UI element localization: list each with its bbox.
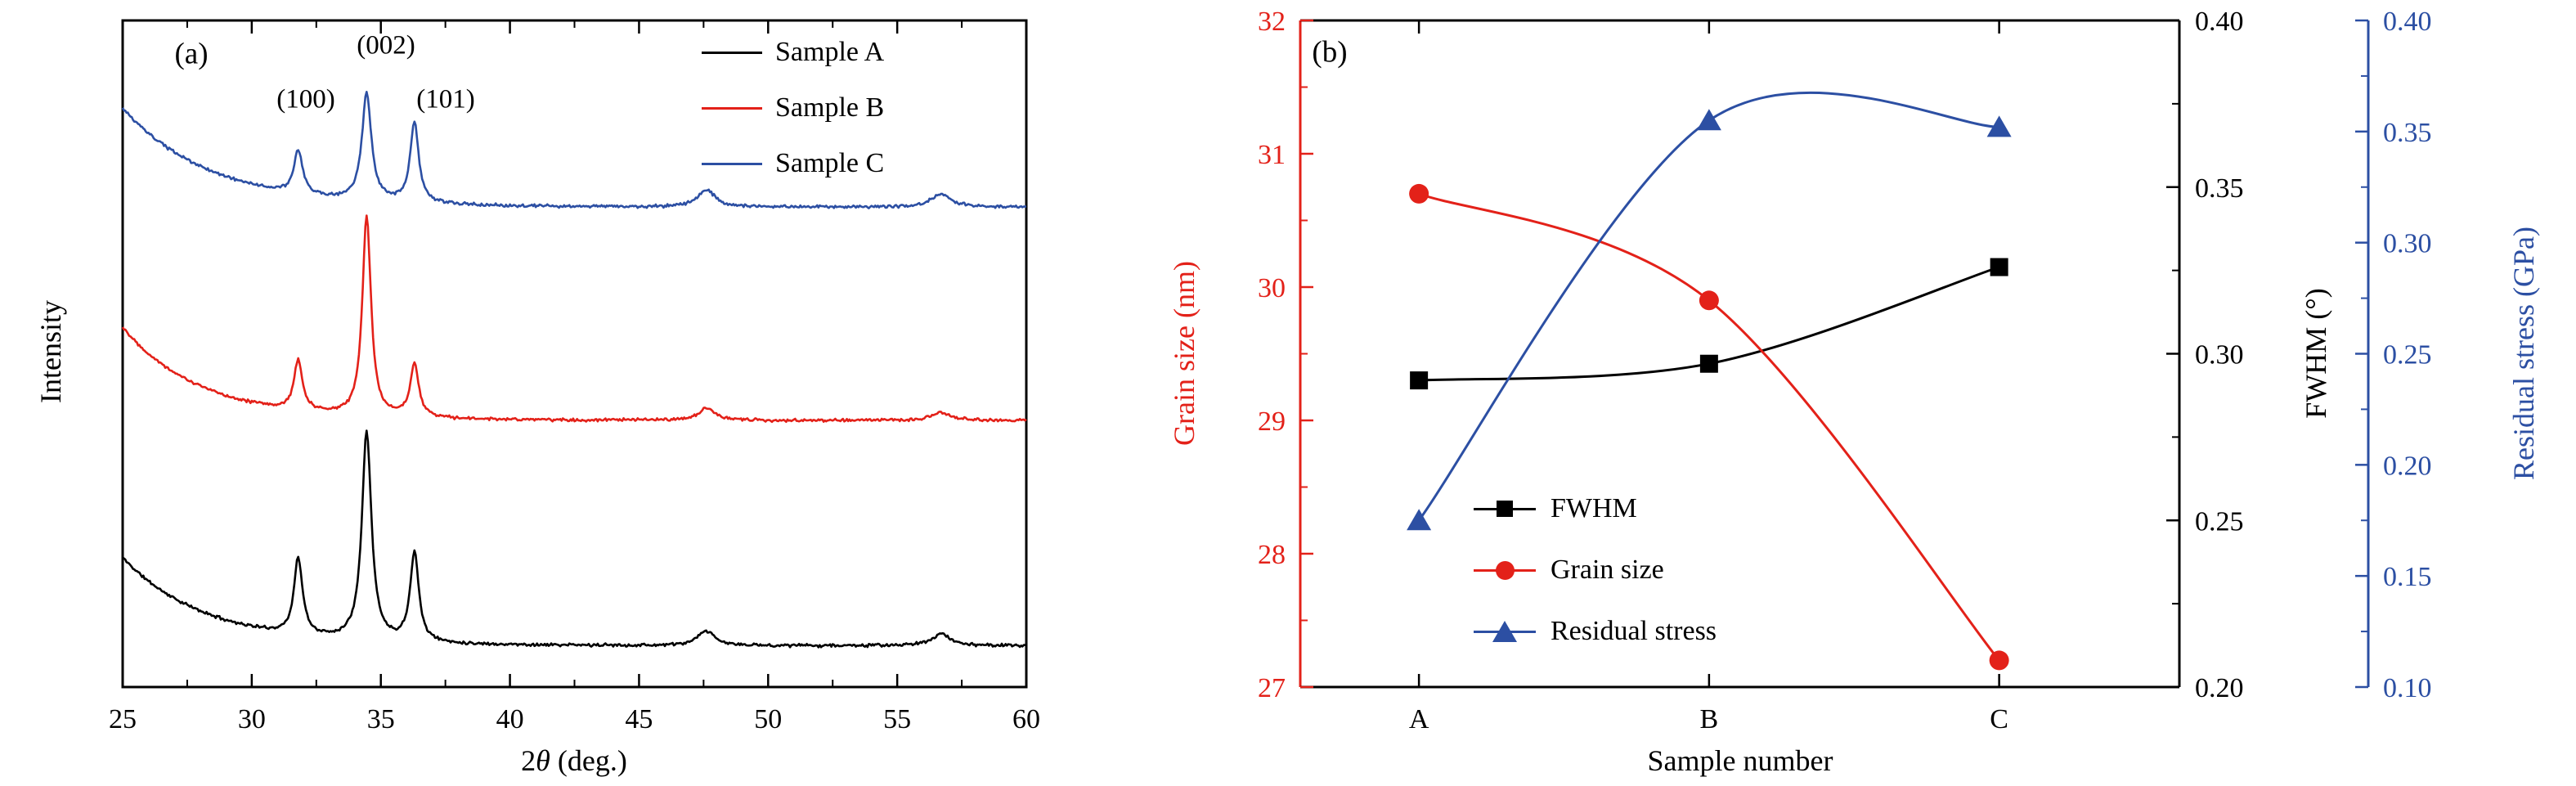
x-tick-label: 25 — [109, 704, 137, 734]
legend-label-sample-b: Sample B — [775, 92, 885, 123]
series-line-residual-stress — [1417, 91, 1999, 522]
peak-annotation-101: (101) — [416, 84, 475, 115]
panel-a-x-axis-title: 2θ (deg.) — [521, 743, 627, 778]
fwhm-tick-label: 0.20 — [2195, 673, 2244, 703]
legend-item-sample-a: Sample A — [702, 36, 884, 69]
panel-a-y-axis-title: Intensity — [34, 300, 67, 403]
grain-tick-label: 27 — [1258, 673, 1286, 703]
sample-c-line-swatch-icon — [702, 162, 762, 165]
peak-annotation-100: (100) — [276, 84, 335, 115]
x-tick-label: 30 — [238, 704, 266, 734]
residual-stress-axis-title: Residual stress (GPa) — [2507, 227, 2540, 480]
series-line-grain-size — [1418, 192, 2000, 662]
legend-label-residual-stress: Residual stress — [1551, 616, 1717, 646]
x-tick-label: 40 — [496, 704, 524, 734]
stress-tick-label: 0.20 — [2383, 451, 2432, 481]
stress-tick-label: 0.15 — [2383, 562, 2432, 592]
x-tick-label: 55 — [883, 704, 911, 734]
stress-tick-label: 0.10 — [2383, 673, 2432, 703]
legend-item-grain-size: Grain size — [1474, 550, 1717, 590]
triangle-marker-icon — [1407, 509, 1432, 531]
grain-size-legend-marker — [1474, 550, 1536, 590]
panel-b-legend: FWHM Grain size Residual stress — [1474, 489, 1717, 651]
category-label: A — [1409, 704, 1429, 734]
x-tick-label: 60 — [1012, 704, 1040, 734]
fwhm-tick-label: 0.30 — [2195, 340, 2244, 371]
xrd-curve-sample-a — [122, 429, 1027, 649]
category-label: B — [1700, 704, 1719, 734]
panel-b-x-axis-title: Sample number — [1647, 744, 1833, 777]
circle-marker-icon — [1699, 290, 1719, 311]
residual-stress-legend-marker — [1474, 612, 1536, 651]
square-marker-icon — [1990, 258, 2008, 276]
legend-label-fwhm: FWHM — [1551, 493, 1637, 523]
triangle-marker-icon — [1986, 115, 2012, 137]
legend-item-residual-stress: Residual stress — [1474, 612, 1717, 651]
square-marker-icon — [1497, 501, 1513, 517]
grain-tick-label: 31 — [1258, 140, 1286, 170]
triangle-marker-icon — [1492, 621, 1517, 642]
fwhm-tick-label: 0.25 — [2195, 506, 2244, 537]
grain-tick-label: 30 — [1258, 273, 1286, 303]
fwhm-axis-title: FWHM (°) — [2300, 288, 2332, 419]
legend-label-grain-size: Grain size — [1551, 555, 1664, 585]
circle-marker-icon — [1495, 560, 1515, 580]
panel-a-frame — [121, 19, 1028, 689]
sample-a-line-swatch-icon — [702, 51, 762, 54]
peak-annotation-002: (002) — [357, 30, 415, 61]
sample-b-line-swatch-icon — [702, 106, 762, 110]
x-title-theta-symbol: θ — [536, 744, 550, 777]
grain-size-axis-title: Grain size (nm) — [1168, 261, 1200, 446]
stress-tick-label: 0.30 — [2383, 229, 2432, 259]
legend-label-sample-c: Sample C — [775, 148, 885, 178]
stress-tick-label: 0.25 — [2383, 340, 2432, 371]
circle-marker-icon — [1409, 183, 1429, 204]
grain-tick-label: 28 — [1258, 540, 1286, 570]
x-tick-label: 45 — [625, 704, 653, 734]
square-marker-icon — [1699, 354, 1718, 373]
grain-tick-label: 32 — [1258, 7, 1286, 37]
x-title-suffix: (deg.) — [550, 744, 627, 777]
fwhm-tick-label: 0.35 — [2195, 173, 2244, 204]
fwhm-tick-label: 0.40 — [2195, 7, 2244, 37]
circle-marker-icon — [1989, 650, 2009, 671]
stress-tick-label: 0.35 — [2383, 118, 2432, 148]
category-label: C — [1990, 704, 2008, 734]
square-marker-icon — [1410, 371, 1429, 390]
panel-a-legend: Sample A Sample B Sample C — [702, 36, 884, 180]
fwhm-legend-marker — [1474, 489, 1536, 528]
x-tick-label: 50 — [754, 704, 782, 734]
panel-a-label: (a) — [174, 37, 209, 71]
stress-tick-label: 0.40 — [2383, 7, 2432, 37]
triangle-marker-icon — [1696, 109, 1721, 131]
legend-item-sample-c: Sample C — [702, 147, 884, 180]
panel-b-label: (b) — [1312, 35, 1348, 70]
x-tick-label: 35 — [367, 704, 395, 734]
x-title-prefix: 2 — [521, 744, 536, 777]
legend-label-sample-a: Sample A — [775, 37, 885, 67]
xrd-curve-sample-b — [121, 214, 1027, 424]
grain-tick-label: 29 — [1258, 406, 1286, 437]
legend-item-fwhm: FWHM — [1474, 489, 1717, 528]
xrd-curve-sample-c — [121, 91, 1026, 209]
legend-item-sample-b: Sample B — [702, 92, 884, 124]
